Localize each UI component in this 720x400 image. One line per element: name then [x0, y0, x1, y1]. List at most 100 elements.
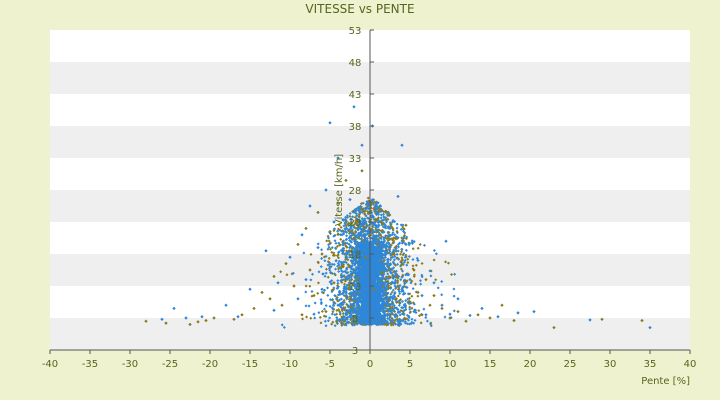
data-point: [390, 225, 394, 229]
data-point: [360, 236, 364, 240]
data-point: [363, 233, 367, 237]
data-point: [388, 213, 392, 217]
data-point: [341, 229, 345, 233]
data-point: [350, 231, 354, 235]
data-point: [385, 298, 389, 302]
data-point: [317, 311, 321, 315]
data-point: [326, 236, 330, 240]
data-point: [332, 281, 336, 285]
data-point: [388, 295, 392, 299]
data-point: [336, 303, 340, 307]
data-point: [268, 297, 272, 301]
data-point: [363, 212, 367, 216]
data-point: [348, 308, 352, 312]
data-point: [372, 250, 376, 254]
data-point: [319, 298, 323, 302]
data-point: [335, 316, 339, 320]
data-point: [414, 263, 418, 267]
data-point: [396, 245, 400, 249]
data-point: [364, 222, 368, 226]
data-point: [391, 228, 395, 232]
data-point: [327, 245, 331, 249]
data-point: [224, 303, 228, 307]
data-point: [398, 313, 402, 317]
data-point: [401, 229, 405, 233]
data-point: [359, 264, 363, 268]
data-point: [407, 318, 411, 322]
data-point: [406, 257, 410, 261]
data-point: [377, 289, 381, 293]
data-point: [397, 287, 401, 291]
data-point: [366, 212, 370, 216]
data-point: [353, 215, 357, 219]
data-point: [359, 222, 363, 226]
data-point: [422, 243, 426, 247]
x-tick-label: -25: [162, 359, 178, 370]
x-tick-label: 40: [684, 359, 697, 370]
data-point: [350, 278, 354, 282]
data-point: [360, 281, 364, 285]
data-point: [316, 291, 320, 295]
data-point: [144, 319, 148, 323]
data-point: [388, 266, 392, 270]
data-point: [379, 315, 383, 319]
data-point: [452, 309, 456, 313]
data-point: [335, 320, 339, 324]
data-point: [379, 284, 383, 288]
data-point: [373, 279, 377, 283]
data-point: [403, 316, 407, 320]
data-point: [376, 225, 380, 229]
data-point: [320, 252, 324, 256]
data-point: [392, 266, 396, 270]
data-point: [320, 248, 324, 252]
data-point: [322, 288, 326, 292]
data-point: [352, 281, 356, 285]
data-point: [386, 217, 390, 221]
data-point: [331, 253, 335, 257]
data-point: [316, 210, 320, 215]
data-point: [351, 306, 355, 310]
data-point: [418, 242, 422, 246]
data-point: [385, 234, 389, 238]
data-point: [352, 236, 356, 240]
data-point: [397, 257, 401, 261]
data-point: [496, 315, 500, 319]
data-point: [328, 265, 332, 269]
data-point: [352, 254, 356, 258]
data-point: [384, 268, 388, 272]
data-point: [354, 255, 358, 259]
data-point: [353, 290, 357, 294]
data-point: [337, 223, 341, 227]
data-point: [353, 242, 357, 246]
data-point: [352, 257, 356, 261]
data-point: [313, 316, 317, 320]
data-point: [380, 287, 384, 291]
data-point: [389, 323, 393, 327]
data-point: [331, 307, 335, 311]
data-point: [416, 246, 420, 250]
data-point: [377, 206, 381, 210]
data-point: [362, 226, 366, 230]
data-point: [388, 226, 392, 231]
data-point: [310, 289, 314, 293]
data-point: [344, 322, 348, 326]
data-point: [304, 226, 308, 231]
data-point: [372, 268, 376, 272]
data-point: [340, 261, 344, 265]
data-point: [387, 245, 391, 249]
data-point: [397, 289, 401, 293]
data-point: [376, 244, 380, 248]
data-point: [333, 239, 337, 243]
data-point: [324, 324, 328, 328]
data-point: [372, 308, 376, 312]
data-point: [342, 307, 346, 311]
data-point: [394, 269, 398, 273]
data-point: [346, 258, 350, 262]
data-point: [404, 242, 408, 247]
data-point: [346, 273, 350, 277]
data-point: [387, 284, 391, 288]
data-point: [380, 252, 384, 256]
data-point: [424, 313, 428, 317]
data-point: [343, 260, 347, 264]
data-point: [356, 312, 360, 316]
